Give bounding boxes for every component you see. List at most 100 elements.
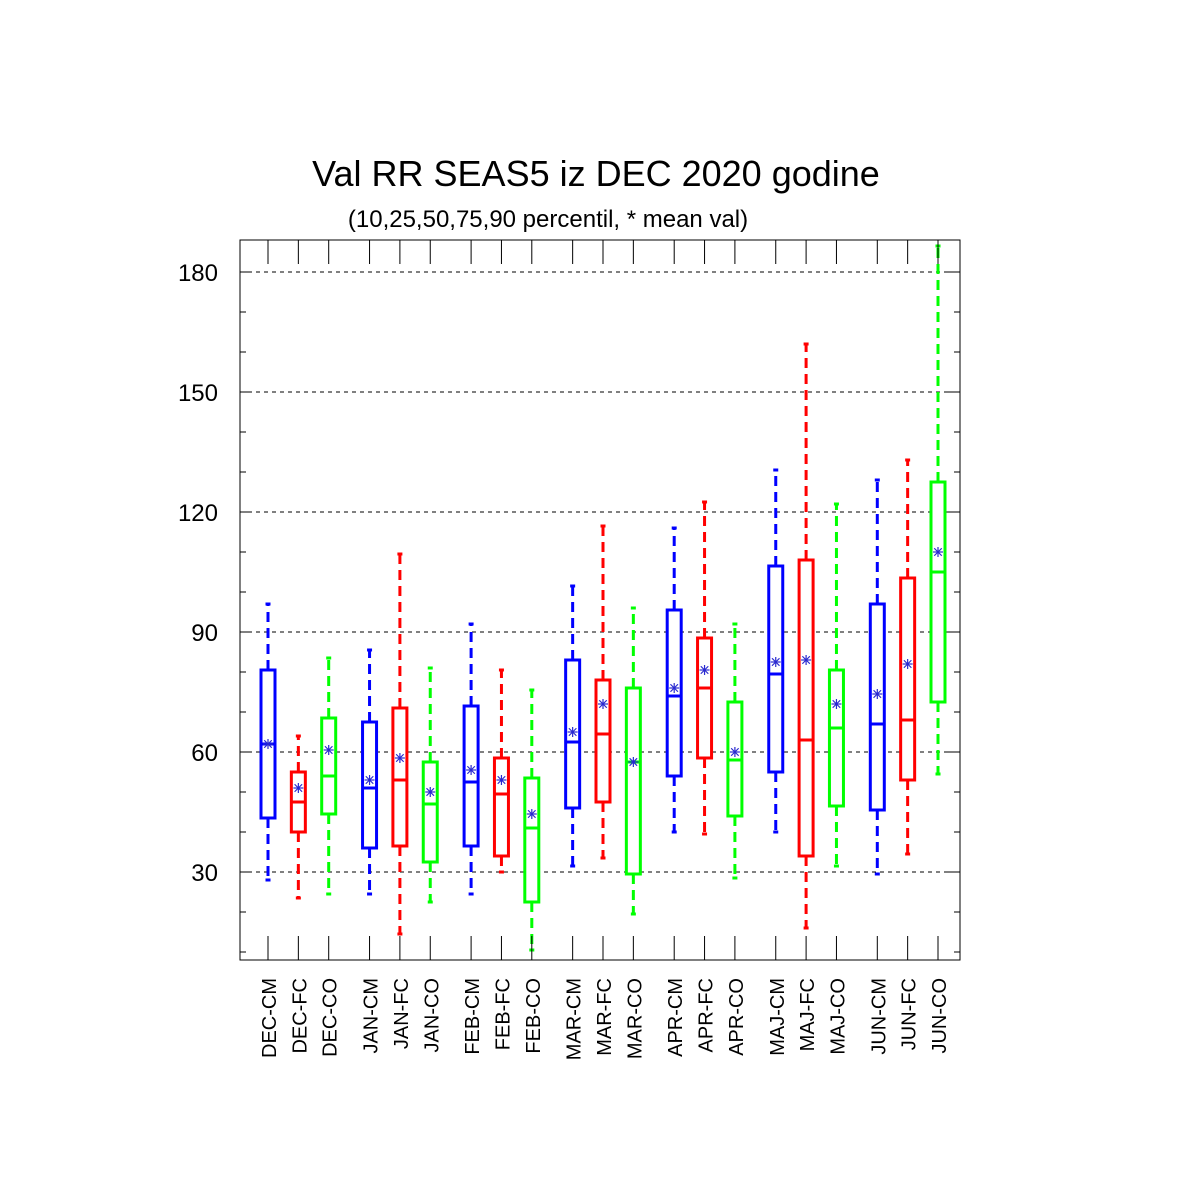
mean-marker bbox=[729, 747, 740, 757]
x-axis: DEC-CM DEC-FC DEC-CO JAN-CM JAN-FC JAN-CO FEB-… bbox=[259, 240, 951, 1060]
iqr-box bbox=[391, 706, 409, 848]
y-tick-label: 30 bbox=[191, 860, 218, 887]
iqr-box bbox=[827, 668, 845, 808]
mean-marker bbox=[567, 727, 578, 737]
x-tick-label: JAN-CM bbox=[361, 978, 383, 1054]
x-tick-label: JAN-CO bbox=[421, 978, 443, 1052]
mean-marker bbox=[425, 787, 436, 797]
iqr-box bbox=[320, 716, 338, 816]
mean-marker bbox=[872, 689, 883, 699]
mean-marker-stroke bbox=[832, 699, 841, 709]
y-axis: 30 60 90 120 150 180 bbox=[178, 260, 960, 953]
mean-marker bbox=[669, 683, 680, 693]
x-tick-label: MAJ-CO bbox=[827, 978, 849, 1055]
mean-marker-stroke bbox=[629, 757, 638, 767]
plot-frame bbox=[239, 239, 961, 961]
x-tick-label: DEC-FC bbox=[289, 978, 311, 1054]
mean-marker-stroke bbox=[801, 655, 811, 665]
mean-marker bbox=[902, 659, 913, 669]
mean-marker-stroke bbox=[466, 765, 476, 775]
iqr-box bbox=[421, 760, 439, 864]
mean-marker-stroke bbox=[873, 689, 882, 699]
box-feb-cm bbox=[462, 622, 480, 896]
x-tick-label: MAR-FC bbox=[594, 978, 616, 1056]
x-tick-label: APR-CM bbox=[665, 978, 687, 1057]
iqr-box bbox=[767, 564, 785, 774]
x-tick-label: MAJ-FC bbox=[797, 978, 819, 1051]
x-tick-label: JUN-FC bbox=[899, 978, 921, 1050]
mean-marker bbox=[628, 757, 639, 767]
mean-marker-stroke bbox=[700, 665, 709, 675]
iqr-box bbox=[868, 602, 886, 812]
box-mar-cm bbox=[564, 584, 582, 868]
mean-marker bbox=[526, 809, 537, 819]
mean-marker bbox=[598, 699, 608, 709]
box-mar-fc bbox=[594, 524, 612, 860]
x-tick-label: JUN-CM bbox=[868, 978, 890, 1055]
box-apr-co bbox=[726, 622, 744, 880]
iqr-box bbox=[523, 776, 541, 904]
x-tick-label: JAN-FC bbox=[391, 978, 413, 1049]
mean-marker-stroke bbox=[497, 775, 506, 785]
mean-marker-stroke bbox=[568, 727, 577, 737]
mean-marker bbox=[263, 739, 273, 749]
mean-marker-stroke bbox=[933, 547, 943, 557]
iqr-box bbox=[492, 756, 510, 858]
mean-marker bbox=[933, 547, 943, 557]
iqr-box bbox=[929, 480, 947, 704]
y-tick-label: 180 bbox=[178, 260, 218, 287]
x-tick-label: DEC-CO bbox=[320, 978, 342, 1057]
chart-title: Val RR SEAS5 iz DEC 2020 godine bbox=[312, 153, 880, 194]
box-dec-co bbox=[320, 656, 338, 896]
mean-marker-stroke bbox=[294, 783, 303, 793]
mean-marker-stroke bbox=[324, 745, 333, 755]
mean-marker-stroke bbox=[395, 753, 405, 763]
mean-marker bbox=[831, 699, 842, 709]
x-tick-label: JUN-CO bbox=[929, 978, 951, 1054]
box-jun-cm bbox=[868, 478, 886, 876]
box-apr-cm bbox=[665, 526, 683, 834]
x-tick-label: APR-CO bbox=[726, 978, 748, 1056]
mean-marker bbox=[394, 753, 405, 763]
y-tick-label: 150 bbox=[178, 380, 218, 407]
x-tick-label: DEC-CM bbox=[259, 978, 281, 1058]
x-tick-label: FEB-CO bbox=[523, 978, 545, 1054]
box-feb-fc bbox=[492, 668, 510, 874]
mean-marker-stroke bbox=[426, 787, 435, 797]
grid-lines bbox=[240, 271, 960, 873]
box-jan-co bbox=[421, 666, 439, 904]
mean-marker bbox=[496, 775, 507, 785]
box-apr-fc bbox=[696, 500, 714, 836]
box-jan-cm bbox=[361, 648, 379, 896]
chart-subtitle: (10,25,50,75,90 percentil, * mean val) bbox=[348, 206, 748, 233]
mean-marker-stroke bbox=[365, 775, 374, 785]
mean-marker bbox=[466, 765, 477, 775]
box-jan-fc bbox=[391, 552, 409, 936]
mean-marker bbox=[801, 655, 812, 665]
box-jun-fc bbox=[899, 458, 917, 856]
iqr-box bbox=[624, 686, 642, 876]
mean-marker bbox=[364, 775, 375, 785]
box-mar-co bbox=[624, 606, 642, 916]
box-feb-co bbox=[523, 688, 541, 952]
x-tick-label: MAJ-CM bbox=[767, 978, 789, 1056]
y-tick-label: 60 bbox=[191, 740, 218, 767]
x-tick-label: MAR-CM bbox=[564, 978, 586, 1060]
iqr-box bbox=[594, 678, 612, 804]
x-tick-label: FEB-FC bbox=[492, 978, 514, 1050]
mean-marker bbox=[770, 657, 781, 667]
x-tick-label: MAR-CO bbox=[624, 978, 646, 1059]
y-tick-label: 90 bbox=[191, 620, 218, 647]
box-maj-co bbox=[827, 502, 845, 868]
iqr-box bbox=[696, 636, 714, 760]
box-dec-cm bbox=[259, 602, 277, 882]
mean-marker bbox=[699, 665, 710, 675]
mean-marker-stroke bbox=[263, 739, 273, 749]
box-maj-cm bbox=[767, 468, 785, 834]
iqr-box bbox=[797, 558, 815, 858]
box-dec-fc bbox=[289, 734, 307, 900]
mean-marker bbox=[293, 783, 304, 793]
mean-marker-stroke bbox=[771, 657, 780, 667]
box-series bbox=[259, 244, 947, 952]
